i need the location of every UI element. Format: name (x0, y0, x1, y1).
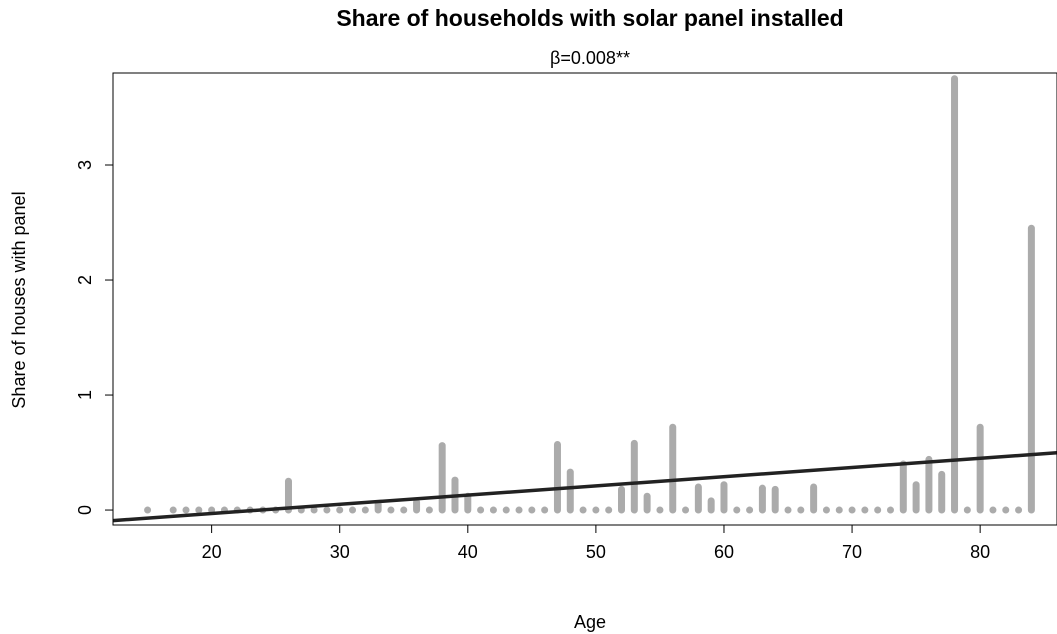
x-tick-label: 60 (714, 542, 734, 562)
x-axis: 20 30 40 50 60 70 80 (202, 525, 990, 562)
chart-title: Share of households with solar panel ins… (336, 5, 843, 31)
x-axis-label: Age (574, 612, 606, 632)
y-tick-label: 1 (75, 390, 95, 400)
x-tick-label: 80 (970, 542, 990, 562)
bars-layer (144, 75, 1035, 514)
y-axis-label: Share of houses with panel (9, 191, 29, 408)
chart-subtitle: β=0.008** (550, 48, 630, 68)
y-tick-label: 0 (75, 505, 95, 515)
regression-line (112, 451, 1057, 523)
y-tick-label: 2 (75, 275, 95, 285)
plot-frame (112, 72, 1057, 526)
x-tick-label: 30 (330, 542, 350, 562)
y-axis: 0 1 2 3 (75, 160, 113, 515)
y-tick-label: 3 (75, 160, 95, 170)
x-tick-label: 40 (458, 542, 478, 562)
x-tick-label: 20 (202, 542, 222, 562)
x-tick-label: 50 (586, 542, 606, 562)
x-tick-label: 70 (842, 542, 862, 562)
